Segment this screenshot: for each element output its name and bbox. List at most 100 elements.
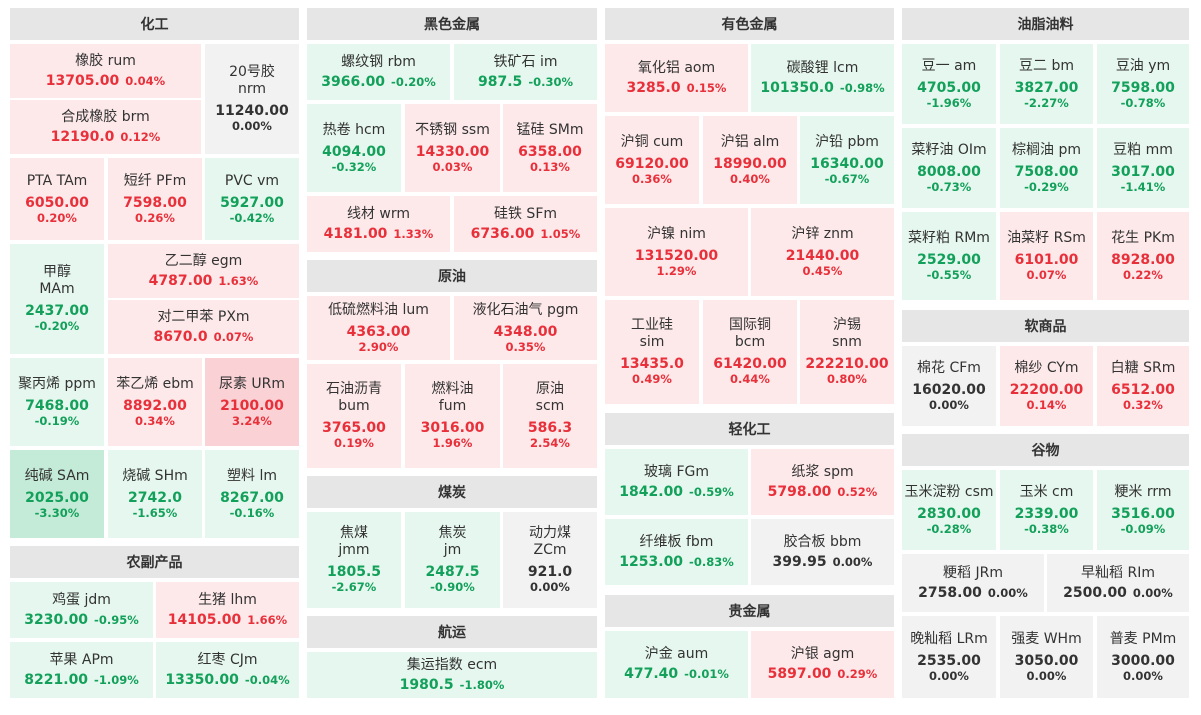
tile-scm[interactable]: 原油 scm 586.3 2.54% [503, 364, 597, 468]
tile-change: 0.19% [334, 435, 374, 450]
tile-wrm[interactable]: 线材 wrm 4181.00 1.33% [307, 196, 450, 252]
tile-rum[interactable]: 橡胶 rum 13705.00 0.04% [10, 44, 201, 98]
tile-bum[interactable]: 石油沥青 bum 3765.00 0.19% [307, 364, 401, 468]
tile-value: 3516.00 [1111, 506, 1175, 523]
tile-nim[interactable]: 沪镍 nim 131520.00 1.29% [605, 208, 748, 296]
tile-name: 尿素 URm [218, 375, 286, 392]
tile-jmm[interactable]: 焦煤 jmm 1805.5 -2.67% [307, 512, 401, 608]
tile-value: 11240.00 [215, 103, 289, 120]
tile-im[interactable]: 铁矿石 im 987.5 -0.30% [454, 44, 597, 100]
tile-cym[interactable]: 棉纱 CYm 22200.00 0.14% [1000, 346, 1093, 426]
tile-lcm[interactable]: 碳酸锂 lcm 101350.0 -0.98% [751, 44, 894, 112]
tile-am[interactable]: 豆一 am 4705.00 -1.96% [902, 44, 996, 124]
tile-bcm[interactable]: 国际铜 bcm 61420.00 0.44% [703, 300, 797, 404]
tile-cfm[interactable]: 棉花 CFm 16020.00 0.00% [902, 346, 996, 426]
tile-fgm[interactable]: 玻璃 FGm 1842.00 -0.59% [605, 449, 748, 515]
tile-ppm[interactable]: 聚丙烯 ppm 7468.00 -0.19% [10, 358, 104, 446]
tile-agm[interactable]: 沪银 agm 5897.00 0.29% [751, 631, 894, 698]
tile-fum[interactable]: 燃料油 fum 3016.00 1.96% [405, 364, 500, 468]
tile-pfm[interactable]: 短纤 PFm 7598.00 0.26% [108, 158, 202, 240]
tile-change: 1.29% [656, 263, 697, 278]
tile-value: 3000.00 [1111, 653, 1175, 670]
tile-jrm[interactable]: 粳稻 JRm 2758.00 0.00% [902, 554, 1044, 612]
tile-code: bum [338, 397, 370, 414]
tile-value-row: 3285.0 0.15% [627, 80, 727, 97]
tile-lhm[interactable]: 生猪 lhm 14105.00 1.66% [156, 582, 299, 638]
tile-cm[interactable]: 玉米 cm 2339.00 -0.38% [1000, 470, 1093, 550]
tile-value: 6512.00 [1111, 382, 1175, 399]
tile-fbm[interactable]: 纤维板 fbm 1253.00 -0.83% [605, 519, 748, 585]
tile-sam[interactable]: 纯碱 SAm 2025.00 -3.30% [10, 450, 104, 538]
tile-smm[interactable]: 锰硅 SMm 6358.00 0.13% [503, 104, 597, 192]
tile-rmm[interactable]: 菜籽粕 RMm 2529.00 -0.55% [902, 212, 996, 300]
tile-value: 4787.00 [148, 272, 213, 289]
tile-srm[interactable]: 白糖 SRm 6512.00 0.32% [1097, 346, 1189, 426]
tile-value: 2437.00 [25, 303, 89, 320]
tile-value: 12190.0 [50, 128, 115, 145]
tile-znm[interactable]: 沪锌 znm 21440.00 0.45% [751, 208, 894, 296]
tile-mam[interactable]: 甲醇 MAm 2437.00 -0.20% [10, 244, 104, 354]
tile-pm[interactable]: 棕榈油 pm 7508.00 -0.29% [1000, 128, 1093, 208]
tile-egm[interactable]: 乙二醇 egm 4787.00 1.63% [108, 244, 299, 298]
tile-lum[interactable]: 低硫燃料油 lum 4363.00 2.90% [307, 296, 450, 360]
tile-spm[interactable]: 纸浆 spm 5798.00 0.52% [751, 449, 894, 515]
tile-rbm[interactable]: 螺纹钢 rbm 3966.00 -0.20% [307, 44, 450, 100]
tile-name: 纯碱 SAm [24, 467, 90, 484]
tile-ebm[interactable]: 苯乙烯 ebm 8892.00 0.34% [108, 358, 202, 446]
tile-mm[interactable]: 豆粕 mm 3017.00 -1.41% [1097, 128, 1189, 208]
tile-change: 0.29% [837, 667, 878, 681]
tile-jdm[interactable]: 鸡蛋 jdm 3230.00 -0.95% [10, 582, 153, 638]
tile-change: 0.00% [929, 668, 969, 683]
tile-rrm[interactable]: 粳米 rrm 3516.00 -0.09% [1097, 470, 1189, 550]
tile-shm[interactable]: 烧碱 SHm 2742.0 -1.65% [108, 450, 202, 538]
tile-pbm[interactable]: 沪铅 pbm 16340.00 -0.67% [800, 116, 894, 204]
tile-sfm[interactable]: 硅铁 SFm 6736.00 1.05% [454, 196, 597, 252]
tile-urm[interactable]: 尿素 URm 2100.00 3.24% [205, 358, 299, 446]
tile-change: 0.52% [837, 484, 878, 499]
tile-sim[interactable]: 工业硅 sim 13435.0 0.49% [605, 300, 699, 404]
tile-value: 8221.00 [24, 671, 89, 688]
tile-brm[interactable]: 合成橡胶 brm 12190.0 0.12% [10, 100, 201, 154]
tile-rsm[interactable]: 油菜籽 RSm 6101.00 0.07% [1000, 212, 1093, 300]
tile-cjm[interactable]: 红枣 CJm 13350.00 -0.04% [156, 642, 299, 698]
tile-name: 动力煤 [529, 525, 571, 542]
tile-value-row: 1842.00 -0.59% [619, 484, 733, 501]
tile-pkm[interactable]: 花生 PKm 8928.00 0.22% [1097, 212, 1189, 300]
tile-name: 低硫燃料油 lum [328, 301, 429, 318]
tile-aom[interactable]: 氧化铝 aom 3285.0 0.15% [605, 44, 748, 112]
tile-change: 0.26% [135, 210, 175, 225]
tile-hcm[interactable]: 热卷 hcm 4094.00 -0.32% [307, 104, 401, 192]
tile-snm[interactable]: 沪锡 snm 222210.00 0.80% [800, 300, 894, 404]
tile-pmm[interactable]: 普麦 PMm 3000.00 0.00% [1097, 616, 1189, 698]
tile-bm[interactable]: 豆二 bm 3827.00 -2.27% [1000, 44, 1093, 124]
tile-aum[interactable]: 沪金 aum 477.40 -0.01% [605, 631, 748, 698]
tile-bbm[interactable]: 胶合板 bbm 399.95 0.00% [751, 519, 894, 585]
tile-lrm[interactable]: 晚籼稻 LRm 2535.00 0.00% [902, 616, 996, 698]
tile-tam[interactable]: PTA TAm 6050.00 0.20% [10, 158, 104, 240]
tile-vm[interactable]: PVC vm 5927.00 -0.42% [205, 158, 299, 240]
tile-name: 石油沥青 [326, 381, 382, 398]
tile-lm[interactable]: 塑料 lm 8267.00 -0.16% [205, 450, 299, 538]
tile-rim[interactable]: 早籼稻 RIm 2500.00 0.00% [1047, 554, 1189, 612]
tile-ecm[interactable]: 集运指数 ecm 1980.5 -1.80% [307, 652, 597, 698]
tile-apm[interactable]: 苹果 APm 8221.00 -1.09% [10, 642, 153, 698]
tile-name: 粳米 rrm [1114, 483, 1172, 500]
tile-change: -0.90% [430, 579, 475, 594]
tile-oim[interactable]: 菜籽油 OIm 8008.00 -0.73% [902, 128, 996, 208]
tile-value: 13705.00 [45, 72, 120, 89]
tile-alm[interactable]: 沪铝 alm 18990.00 0.40% [703, 116, 797, 204]
tile-csm[interactable]: 玉米淀粉 csm 2830.00 -0.28% [902, 470, 996, 550]
tile-cum[interactable]: 沪铜 cum 69120.00 0.36% [605, 116, 699, 204]
tile-ym[interactable]: 豆油 ym 7598.00 -0.78% [1097, 44, 1189, 124]
tile-ssm[interactable]: 不锈钢 ssm 14330.00 0.03% [405, 104, 500, 192]
tile-pxm[interactable]: 对二甲苯 PXm 8670.0 0.07% [108, 300, 299, 354]
tile-zcm[interactable]: 动力煤 ZCm 921.0 0.00% [503, 512, 597, 608]
tile-whm[interactable]: 强麦 WHm 3050.00 0.00% [1000, 616, 1093, 698]
tile-name: 玉米 cm [1019, 483, 1074, 500]
tile-change: -0.30% [528, 74, 573, 89]
tile-nrm[interactable]: 20号胶 nrm 11240.00 0.00% [205, 44, 299, 154]
tile-pgm[interactable]: 液化石油气 pgm 4348.00 0.35% [454, 296, 597, 360]
tile-name: 白糖 SRm [1110, 359, 1176, 376]
tile-change: 1.33% [393, 226, 434, 241]
tile-jm[interactable]: 焦炭 jm 2487.5 -0.90% [405, 512, 500, 608]
